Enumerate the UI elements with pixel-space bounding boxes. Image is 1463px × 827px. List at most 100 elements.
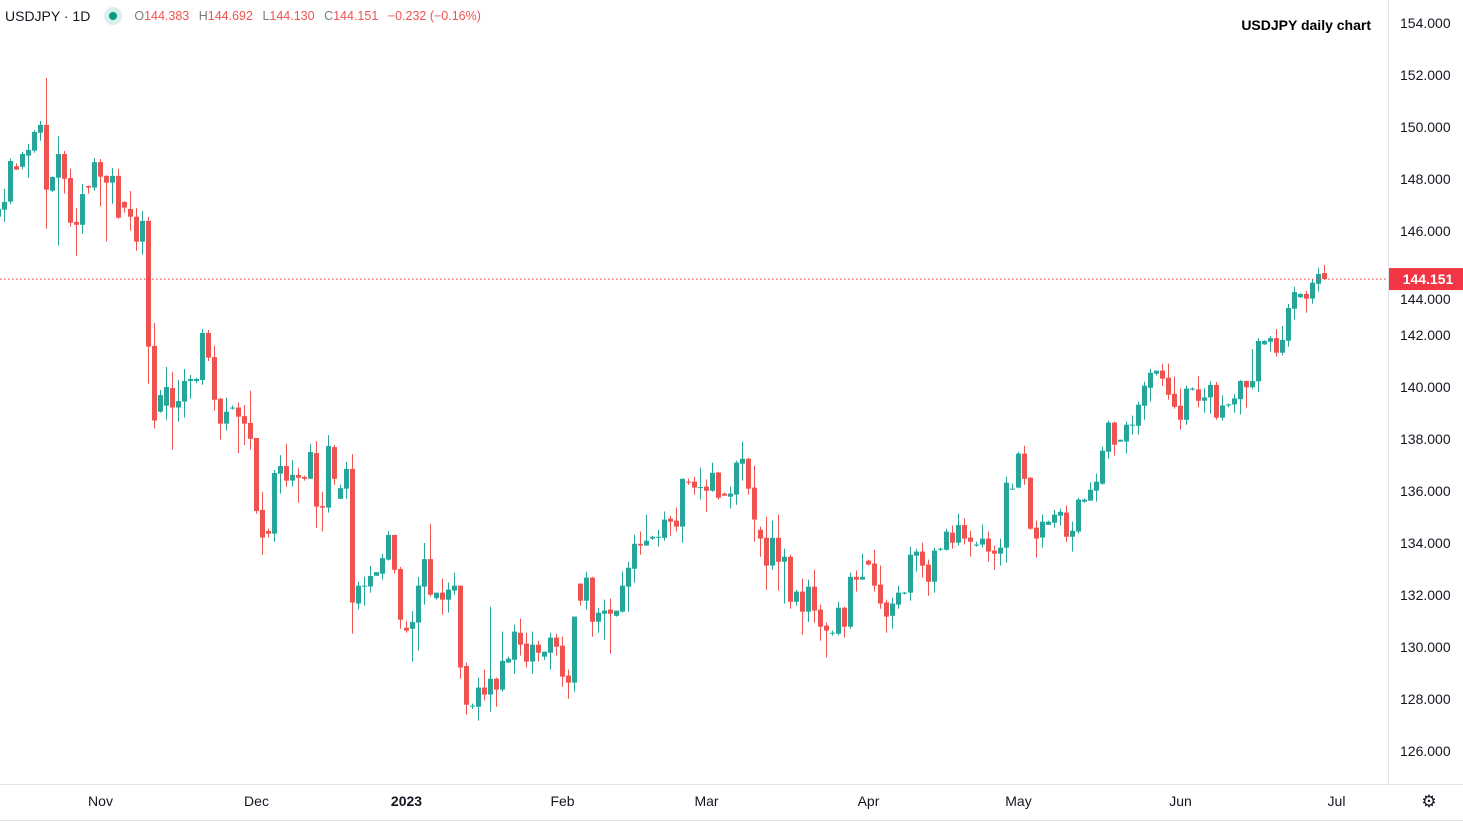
candle-body (1094, 481, 1099, 491)
candle-body (830, 632, 835, 634)
candle-body (890, 603, 895, 616)
candle-body (656, 536, 661, 538)
market-open-dot-icon (104, 7, 123, 25)
candle (1172, 376, 1177, 409)
time-tick-label: Feb (550, 793, 574, 809)
candle-body (20, 154, 25, 167)
candle (1118, 439, 1123, 442)
candle (1028, 476, 1033, 530)
price-tick-label: 154.000 (1400, 15, 1451, 31)
candle (554, 633, 559, 656)
candle (794, 589, 799, 606)
candle (1304, 291, 1309, 313)
candle (410, 611, 415, 662)
candle (290, 460, 295, 487)
candle (806, 579, 811, 622)
candle-body (1256, 340, 1261, 382)
candle-body (14, 166, 19, 170)
last-price-label: 144.151 (1403, 271, 1454, 287)
candle (218, 397, 223, 440)
candle-body (632, 543, 637, 569)
high-value: 144.692 (207, 9, 253, 23)
price-tick-label: 134.000 (1400, 535, 1451, 551)
candle-body (842, 607, 847, 627)
candle-body (752, 487, 757, 520)
candle (902, 591, 907, 595)
candle (98, 158, 103, 207)
candle-body (254, 437, 259, 512)
candle-body (548, 637, 553, 653)
time-tick-label: Jun (1169, 793, 1192, 809)
candle-body (716, 472, 721, 498)
candle-body (326, 446, 331, 508)
candle-body (1166, 377, 1171, 395)
candle-body (428, 559, 433, 595)
symbol-interval[interactable]: USDJPY · 1D (5, 8, 91, 24)
candle-body (494, 678, 499, 690)
candle-body (368, 576, 373, 587)
candle (356, 581, 361, 610)
candle-body (638, 543, 643, 546)
candle (950, 525, 955, 549)
candle-body (56, 154, 61, 178)
gear-icon[interactable]: ⚙ (1421, 792, 1437, 811)
candle-body (470, 705, 475, 707)
candle (542, 651, 547, 660)
last-price-badge: 144.151 (1389, 268, 1463, 291)
price-axis[interactable]: 126.000 128.000 130.000 132.000 134.000 136.0… (1400, 15, 1451, 759)
candle (788, 554, 793, 609)
candle-body (1292, 292, 1297, 309)
candle-body (422, 559, 427, 587)
price-tick-label: 148.000 (1400, 171, 1451, 187)
candle-body (476, 687, 481, 707)
candle-body (110, 175, 115, 183)
candle-body (278, 466, 283, 474)
candle-body (800, 591, 805, 612)
candle-body (572, 616, 577, 683)
price-tick-label: 126.000 (1400, 743, 1451, 759)
candle (236, 402, 241, 454)
candle (926, 559, 931, 596)
candle-body (1046, 521, 1051, 525)
candle (662, 511, 667, 541)
candle (692, 476, 697, 495)
candle (308, 443, 313, 480)
candle-body (764, 537, 769, 566)
price-tick-label: 130.000 (1400, 639, 1451, 655)
candle (578, 583, 583, 606)
candle (1034, 520, 1039, 558)
candle-body (902, 592, 907, 594)
candle (968, 530, 973, 557)
price-tick-label: 150.000 (1400, 119, 1451, 135)
candle-body (356, 585, 361, 604)
candle-body (920, 551, 925, 566)
price-tick-label: 152.000 (1400, 67, 1451, 83)
candle (434, 592, 439, 600)
candle-body (1250, 381, 1255, 388)
candle (422, 543, 427, 605)
candle-body (458, 585, 463, 668)
candle-body (134, 216, 139, 242)
candle-body (650, 536, 655, 539)
candle-body (290, 474, 295, 481)
candle-body (776, 537, 781, 562)
candle (536, 640, 541, 662)
candle-body (1082, 499, 1087, 502)
candle-body (98, 162, 103, 177)
candle-body (1118, 439, 1123, 442)
time-axis[interactable]: Nov Dec 2023 Feb Mar Apr May Jun Jul (88, 793, 1345, 809)
candle-body (62, 154, 67, 179)
candle-body (968, 537, 973, 542)
candle (614, 610, 619, 617)
candle (800, 578, 805, 635)
candle (584, 571, 589, 610)
candle (1064, 505, 1069, 542)
time-tick-label: Apr (858, 793, 880, 809)
candle-body (722, 493, 727, 496)
candle-body (1238, 381, 1243, 400)
candle-body (584, 577, 589, 601)
candle-body (980, 538, 985, 545)
candle-body (122, 201, 127, 208)
candle (344, 461, 349, 499)
